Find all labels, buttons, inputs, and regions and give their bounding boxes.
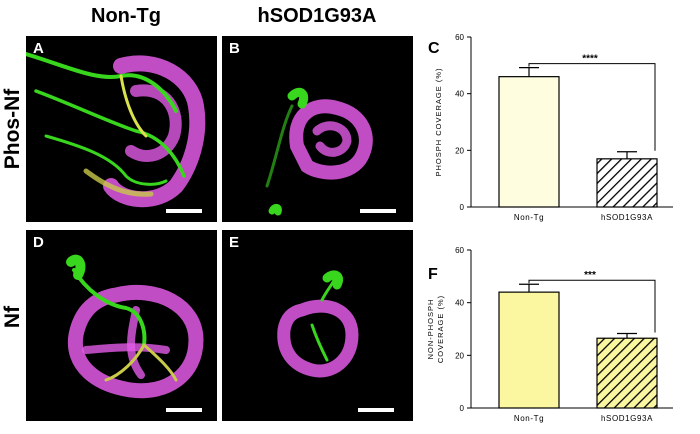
- chart-c-ytick-label: 20: [455, 146, 464, 155]
- chart-c-xtick-label-1: hSOD1G93A: [601, 213, 653, 222]
- chart-f-ytick-label: 60: [455, 246, 464, 255]
- chart-f: 0 20 40 60 NON-PHOSPH COVERAGE (%) Non-Tg hSOD1…: [415, 240, 700, 429]
- chart-f-xtick-label-0: Non-Tg: [514, 414, 544, 423]
- nmj-image-d: [66, 254, 204, 399]
- chart-f-svg: 0 20 40 60 NON-PHOSPH COVERAGE (%) Non-Tg hSOD1…: [426, 246, 673, 423]
- scale-bar-d: [166, 408, 202, 412]
- chart-f-ylabel-line: NON-PHOSPH: [426, 299, 435, 360]
- nmj-image-a: [26, 52, 206, 208]
- column-header-hsod1g93a: hSOD1G93A: [257, 5, 377, 27]
- chart-c-ytick-label: 0: [460, 203, 465, 212]
- chart-c-ytick-label: 40: [455, 90, 464, 99]
- micrograph-panel-e: E: [222, 230, 413, 421]
- chart-f-ylabel-line: COVERAGE (%): [436, 295, 445, 363]
- chart-c-ytick-label: 60: [455, 33, 464, 42]
- chart-f-significance-bracket: [528, 279, 656, 333]
- chart-c-bar-0: [498, 76, 560, 208]
- chart-c-xtick-label-0: Non-Tg: [514, 213, 544, 222]
- chart-f-bar-0: [498, 291, 560, 409]
- panel-label-e: E: [229, 234, 240, 251]
- chart-f-ytick-label: 0: [460, 404, 465, 413]
- panel-label-c: C: [428, 40, 440, 57]
- chart-c-significance-label: ****: [582, 54, 598, 65]
- panel-label-d: D: [33, 234, 44, 251]
- chart-f-significance-label: ***: [584, 270, 596, 281]
- column-header-non-tg: Non-Tg: [91, 5, 161, 27]
- chart-c-svg: 0 20 40 60 PHOSPH COVERAGE (%) Non-Tg hSOD1G93…: [434, 33, 673, 222]
- panel-label-f: F: [428, 266, 438, 283]
- chart-f-bar-1: [596, 337, 658, 409]
- chart-f-ytick-label: 20: [455, 351, 464, 360]
- chart-c-ylabel: PHOSPH COVERAGE (%): [434, 67, 443, 176]
- scale-bar-e: [358, 408, 394, 412]
- scale-bar-b: [360, 209, 396, 213]
- micrograph-panel-d: D: [26, 230, 217, 421]
- nmj-image-e: [277, 270, 359, 378]
- row-header-nf: Nf: [1, 305, 24, 329]
- chart-c-bar-1: [596, 158, 658, 208]
- scale-bar-a: [166, 209, 202, 213]
- chart-c-significance-bracket: [528, 63, 656, 151]
- panel-label-a: A: [33, 40, 44, 57]
- nmj-image-b: [265, 87, 373, 216]
- chart-f-ytick-label: 40: [455, 299, 464, 308]
- panel-label-b: B: [229, 40, 240, 57]
- micrograph-panel-a: A: [26, 36, 217, 222]
- chart-c: 0 20 40 60 PHOSPH COVERAGE (%) Non-Tg hSOD1G93…: [415, 28, 700, 228]
- row-header-phos-nf: Phos-Nf: [1, 88, 24, 170]
- chart-f-xtick-label-1: hSOD1G93A: [601, 414, 653, 423]
- micrograph-panel-b: B: [222, 36, 413, 222]
